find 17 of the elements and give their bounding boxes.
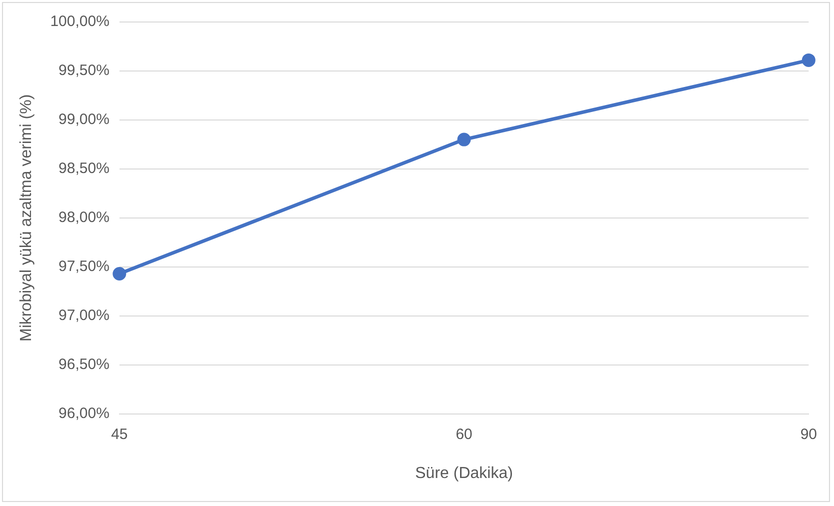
y-tick-label: 97,00% [58,306,110,324]
x-tick-label: 60 [456,426,472,443]
y-tick-label: 96,50% [58,356,110,373]
y-tick-label: 99,00% [58,111,110,128]
x-tick-label: 90 [800,426,817,443]
x-axis-title: Süre (Dakika) [415,464,513,482]
y-tick-label: 97,50% [58,258,110,276]
point [112,266,126,280]
y-axis-title: Mikrobiyal yükü azaltma verimi (%) [18,94,36,342]
y-tick-label: 98,00% [58,209,110,226]
y-tick-label: 96,00% [58,404,110,422]
point [457,132,471,146]
y-tick-label: 98,50% [58,160,110,178]
x-tick-label: 45 [111,426,128,443]
point [802,53,816,67]
y-tick-label: 100,00% [50,13,110,30]
y-tick-label: 99,50% [58,62,110,80]
